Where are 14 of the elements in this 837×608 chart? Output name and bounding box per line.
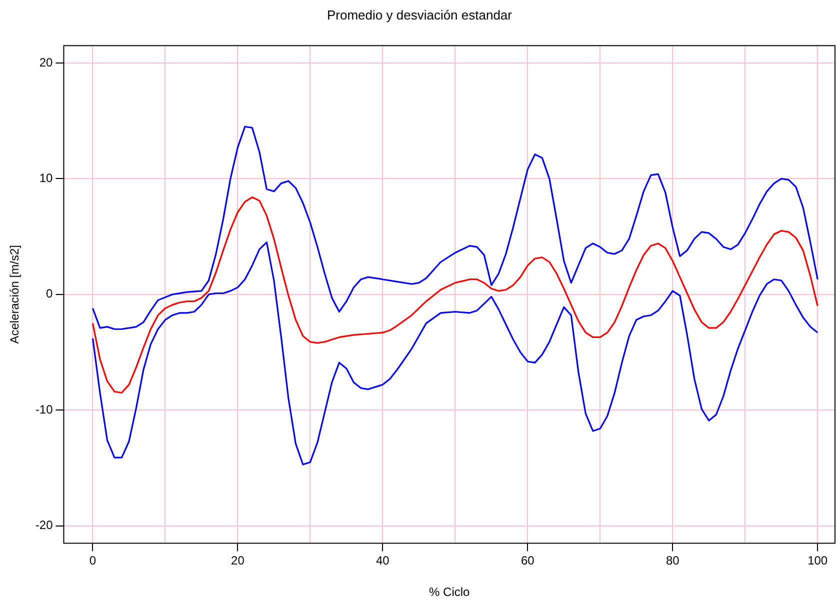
y-tick-label: -20 bbox=[35, 518, 54, 532]
x-tick-label: 20 bbox=[231, 554, 245, 568]
x-tick-label: 40 bbox=[376, 554, 390, 568]
chart-title: Promedio y desviación estandar bbox=[327, 7, 513, 22]
y-tick-label: 20 bbox=[39, 55, 54, 70]
x-tick-label: 100 bbox=[808, 554, 828, 568]
y-tick-label: 0 bbox=[46, 286, 54, 301]
x-tick-label: 80 bbox=[666, 554, 680, 568]
y-tick-label: -10 bbox=[35, 402, 54, 416]
y-tick-label: 10 bbox=[39, 170, 54, 185]
x-tick-label: 0 bbox=[89, 554, 96, 568]
x-axis-title: % Ciclo bbox=[429, 585, 470, 600]
y-axis-title: Aceleración [m/s2] bbox=[8, 245, 22, 344]
x-tick-label: 60 bbox=[520, 554, 535, 568]
